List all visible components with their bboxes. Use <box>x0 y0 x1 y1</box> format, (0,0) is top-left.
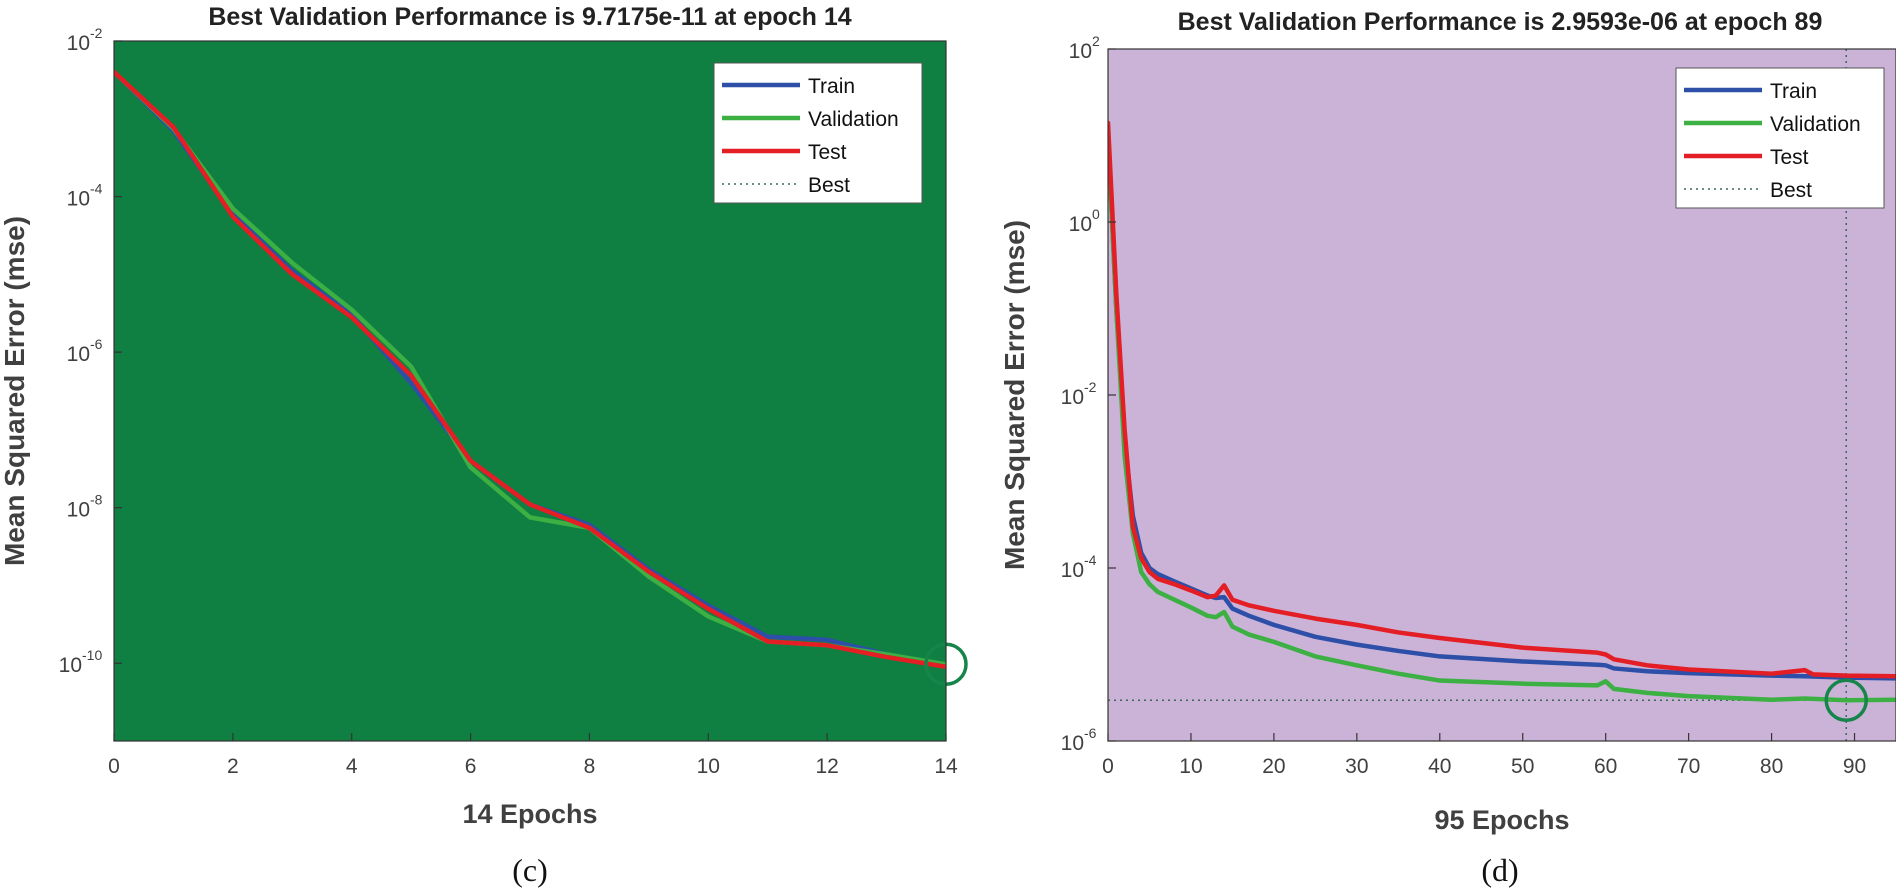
legend-label-train: Train <box>1770 80 1817 103</box>
legend-label-validation: Validation <box>808 108 899 131</box>
x-tick-label: 70 <box>1677 755 1700 778</box>
series-line-validation <box>1108 133 1896 703</box>
x-tick-label: 10 <box>697 755 720 778</box>
y-tick-base: 10 <box>1061 559 1084 582</box>
y-tick-base: 10 <box>1061 732 1084 755</box>
legend-label-validation: Validation <box>1770 113 1861 136</box>
series-group <box>114 69 946 670</box>
y-tick-exponent: -6 <box>1084 725 1097 741</box>
x-axis-label: 95 Epochs <box>1434 805 1569 835</box>
x-tick-label: 30 <box>1345 755 1368 778</box>
x-tick-label: 4 <box>346 755 358 778</box>
y-tick-base: 10 <box>1069 213 1092 236</box>
y-tick-exponent: -2 <box>1084 379 1097 395</box>
best-marker-circle <box>1824 678 1868 722</box>
series-line-test <box>1108 120 1896 679</box>
y-tick-exponent: 2 <box>1092 33 1100 49</box>
legend: Train Validation Test Best <box>713 62 923 204</box>
y-tick-exponent: -10 <box>82 647 102 663</box>
y-tick-exponent: -2 <box>90 25 103 41</box>
legend-label-test: Test <box>808 141 847 164</box>
x-tick-label: 10 <box>1179 755 1202 778</box>
x-tick-label: 0 <box>108 755 120 778</box>
x-tick-label: 8 <box>584 755 596 778</box>
y-tick-exponent: -4 <box>90 181 103 197</box>
y-axis-label: Mean Squared Error (mse) <box>999 220 1030 570</box>
series-line-test <box>114 69 946 670</box>
legend-label-best: Best <box>1770 179 1812 202</box>
legend-label-train: Train <box>808 75 855 98</box>
y-tick-base: 10 <box>67 343 90 366</box>
axes-box <box>113 40 947 742</box>
y-tick-base: 10 <box>67 188 90 211</box>
panel-label: (c) <box>512 852 548 888</box>
legend-label-test: Test <box>1770 146 1809 169</box>
x-tick-label: 6 <box>465 755 477 778</box>
legend: Train Validation Test Best <box>1675 67 1885 209</box>
y-axis-label: Mean Squared Error (mse) <box>0 216 30 566</box>
y-tick-base: 10 <box>1061 386 1084 409</box>
x-tick-label: 0 <box>1102 755 1114 778</box>
x-tick-label: 20 <box>1262 755 1285 778</box>
x-tick-label: 12 <box>815 755 838 778</box>
x-tick-label: 60 <box>1594 755 1617 778</box>
y-tick-exponent: 0 <box>1092 206 1100 222</box>
x-tick-label: 50 <box>1511 755 1534 778</box>
chart-title: Best Validation Performance is 2.9593e-0… <box>1178 8 1823 36</box>
x-tick-label: 40 <box>1428 755 1451 778</box>
series-line-train <box>1108 133 1896 681</box>
x-tick-label: 90 <box>1843 755 1866 778</box>
legend-label-best: Best <box>808 174 850 197</box>
y-tick-exponent: -6 <box>90 336 103 352</box>
x-tick-label: 2 <box>227 755 239 778</box>
y-tick-base: 10 <box>67 32 90 55</box>
chart-title: Best Validation Performance is 9.7175e-1… <box>208 3 851 31</box>
x-tick-label: 80 <box>1760 755 1783 778</box>
series-group <box>1108 120 1896 703</box>
panel-label: (d) <box>1481 852 1518 888</box>
y-tick-base: 10 <box>67 499 90 522</box>
x-tick-label: 14 <box>934 755 958 778</box>
y-tick-exponent: -4 <box>1084 552 1097 568</box>
y-tick-exponent: -8 <box>90 492 103 508</box>
y-tick-base: 10 <box>59 654 82 677</box>
y-tick-base: 10 <box>1069 40 1092 63</box>
x-axis-label: 14 Epochs <box>462 799 597 829</box>
